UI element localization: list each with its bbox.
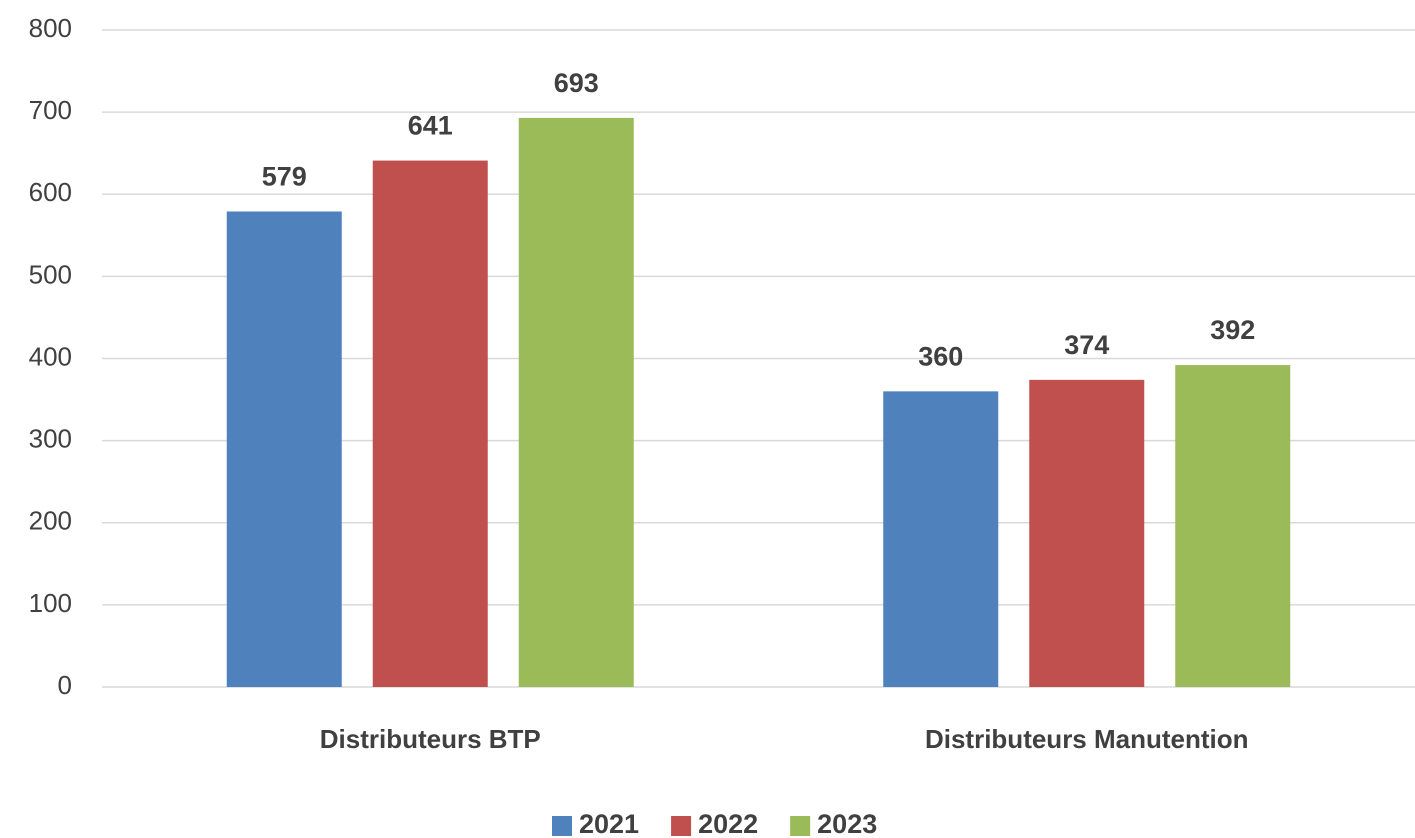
x-tick-label: Distributeurs BTP xyxy=(320,724,541,754)
y-tick-label: 200 xyxy=(29,506,72,536)
x-tick-label: Distributeurs Manutention xyxy=(925,724,1249,754)
y-tick-label: 500 xyxy=(29,259,72,289)
bar xyxy=(226,211,342,687)
data-label: 641 xyxy=(408,111,453,141)
bar xyxy=(883,391,999,687)
y-tick-label: 800 xyxy=(29,13,72,43)
legend-label: 2023 xyxy=(817,809,877,838)
y-tick-label: 600 xyxy=(29,177,72,207)
legend-swatch xyxy=(671,816,692,836)
data-label: 392 xyxy=(1210,315,1255,345)
data-label: 374 xyxy=(1064,330,1109,360)
legend-label: 2021 xyxy=(579,809,639,838)
bar xyxy=(1029,379,1145,687)
legend-swatch xyxy=(790,816,811,836)
y-tick-label: 300 xyxy=(29,424,72,454)
data-label: 693 xyxy=(554,68,599,98)
data-label: 360 xyxy=(918,341,963,371)
y-tick-label: 700 xyxy=(29,95,72,125)
bar xyxy=(372,160,488,688)
bar xyxy=(1175,365,1291,687)
y-tick-label: 100 xyxy=(29,588,72,618)
bar xyxy=(518,117,634,687)
legend-label: 2022 xyxy=(698,809,758,838)
y-tick-label: 400 xyxy=(29,341,72,371)
y-tick-label: 0 xyxy=(58,670,72,700)
data-label: 579 xyxy=(262,162,307,192)
legend-swatch xyxy=(552,816,572,836)
